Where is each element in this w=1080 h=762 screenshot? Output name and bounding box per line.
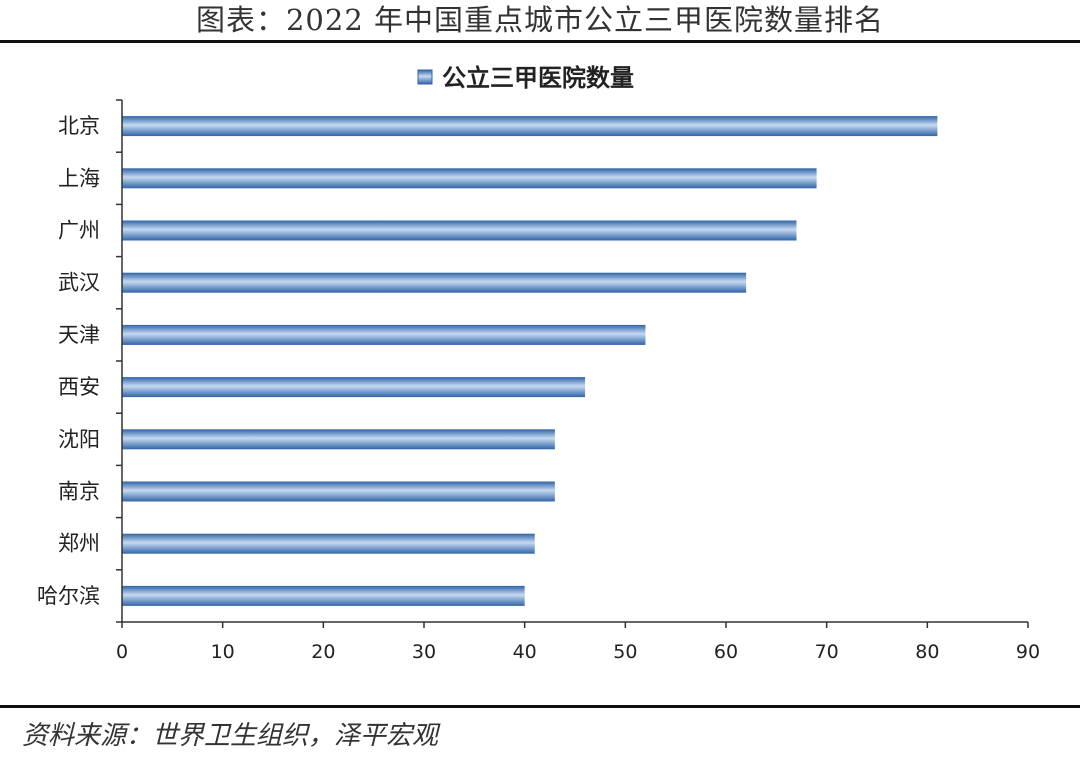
chart-legend: 公立三甲医院数量 bbox=[417, 63, 634, 92]
x-tick-label: 80 bbox=[915, 641, 939, 663]
category-label: 哈尔滨 bbox=[37, 584, 100, 608]
bar bbox=[122, 272, 747, 293]
category-label: 北京 bbox=[58, 114, 100, 138]
bar bbox=[122, 116, 938, 137]
x-tick-label: 70 bbox=[815, 641, 839, 663]
category-label: 西安 bbox=[58, 375, 100, 399]
x-tick-label: 60 bbox=[714, 641, 738, 663]
bar bbox=[122, 481, 555, 502]
category-label: 广州 bbox=[58, 219, 100, 243]
x-tick-label: 10 bbox=[211, 641, 235, 663]
category-label: 郑州 bbox=[58, 532, 100, 556]
category-label: 武汉 bbox=[58, 271, 100, 295]
bar bbox=[122, 324, 646, 345]
top-divider bbox=[0, 40, 1080, 43]
bar bbox=[122, 377, 586, 398]
x-tick-label: 30 bbox=[412, 641, 436, 663]
category-label: 南京 bbox=[58, 480, 100, 504]
x-tick-label: 0 bbox=[116, 641, 128, 663]
bar bbox=[122, 585, 525, 606]
bar bbox=[122, 220, 797, 241]
source-note: 资料来源：世界卫生组织，泽平宏观 bbox=[22, 721, 439, 751]
x-tick-label: 50 bbox=[613, 641, 637, 663]
bar bbox=[122, 429, 555, 450]
bar bbox=[122, 533, 535, 554]
bottom-divider bbox=[0, 705, 1080, 708]
bar bbox=[122, 168, 817, 189]
page-title: 图表：2022 年中国重点城市公立三甲医院数量排名 bbox=[195, 3, 885, 37]
category-label: 沈阳 bbox=[58, 427, 100, 451]
category-label: 上海 bbox=[58, 166, 100, 190]
legend-label: 公立三甲医院数量 bbox=[442, 63, 634, 92]
category-label: 天津 bbox=[58, 323, 100, 347]
x-tick-label: 40 bbox=[513, 641, 537, 663]
legend-swatch bbox=[417, 69, 433, 85]
x-tick-label: 20 bbox=[311, 641, 335, 663]
x-tick-label: 90 bbox=[1016, 641, 1040, 663]
